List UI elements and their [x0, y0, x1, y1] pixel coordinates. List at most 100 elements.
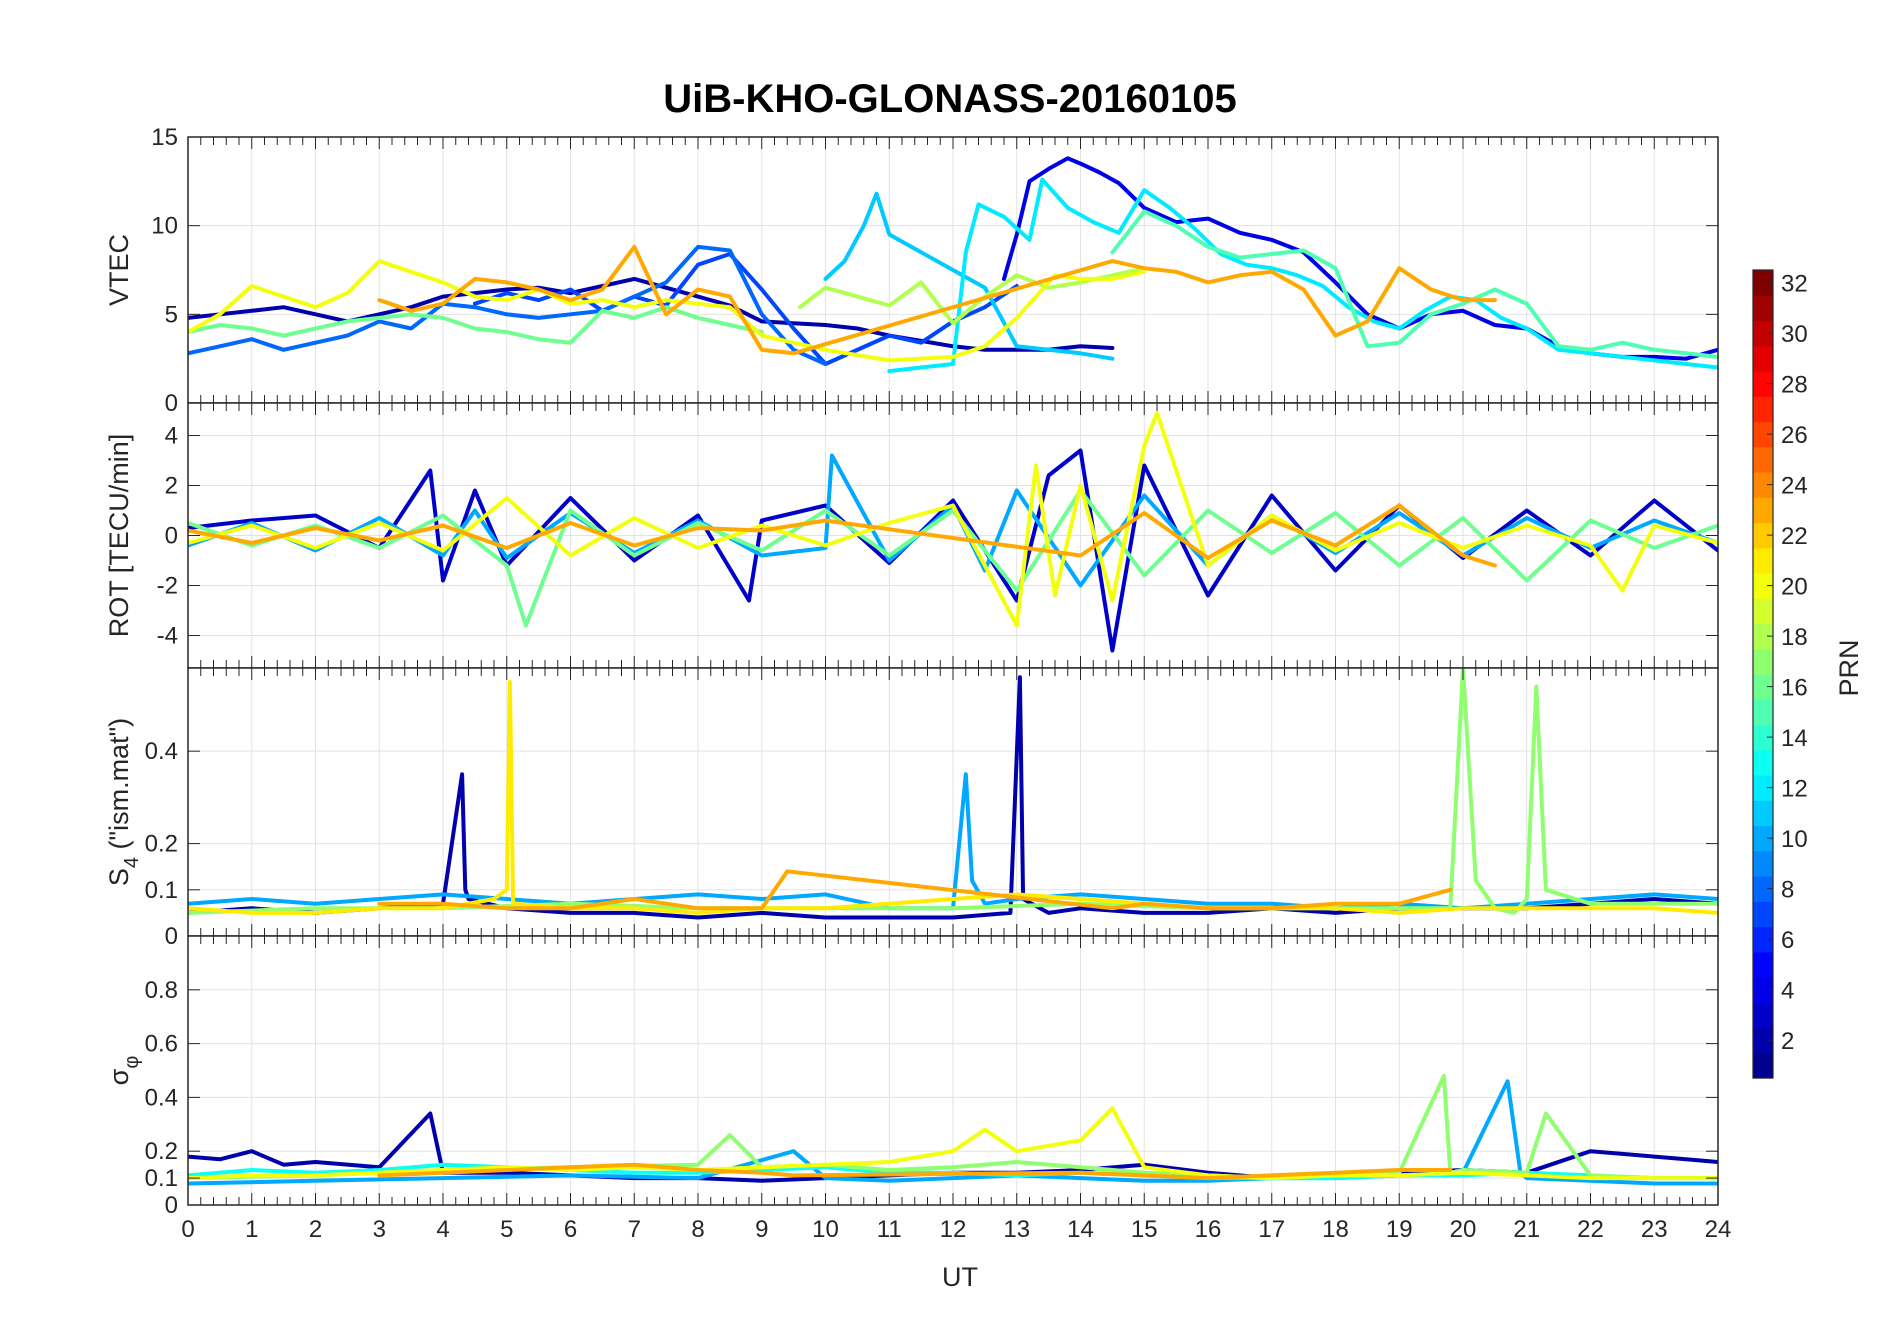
colorbar-segment [1753, 522, 1773, 549]
minor-ticks-vtec [187, 136, 1719, 404]
x-tick-label: 16 [1195, 1216, 1222, 1243]
x-tick-label: 20 [1450, 1216, 1477, 1243]
colorbar-tick-label: 2 [1781, 1028, 1794, 1055]
colorbar-frame [1752, 269, 1774, 1079]
colorbar-segment [1753, 876, 1773, 902]
colorbar-segment [1753, 598, 1773, 625]
y-axis-label-main: S [104, 868, 134, 886]
series-group-rot [188, 411, 1718, 653]
y-tick-label: -2 [157, 573, 178, 600]
x-tick-label: 10 [812, 1216, 839, 1243]
series-group-vtec [188, 156, 1718, 374]
x-tick-label: 14 [1067, 1216, 1094, 1243]
colorbar-segment [1753, 547, 1773, 574]
colorbar-segment [1753, 1002, 1773, 1029]
colorbar-segment [1753, 371, 1773, 397]
y-tick-label: -4 [157, 623, 178, 650]
colorbar-segment [1753, 472, 1773, 498]
colorbar-segment [1753, 396, 1773, 423]
colorbar-segment [1753, 270, 1773, 296]
y-axis-label-vtec: VTEC [104, 234, 134, 306]
colorbar-segment [1753, 1052, 1773, 1079]
y-tick-label: 0.4 [145, 1084, 178, 1111]
y-tick-label: 0.2 [145, 1138, 178, 1165]
x-tick-label: 8 [691, 1216, 704, 1243]
axes-box-sigma [187, 935, 1719, 1206]
colorbar-segment [1753, 901, 1773, 928]
y-axis-label-rest: ("ism.mat") [104, 718, 134, 857]
colorbar-tick-label: 20 [1781, 574, 1808, 601]
series-line-prn-17 [188, 1073, 1718, 1181]
colorbar-segment [1753, 825, 1773, 852]
colorbar-segment [1753, 699, 1773, 726]
series-line-prn-20 [188, 411, 1718, 628]
y-tick-label: 0.6 [145, 1031, 178, 1058]
x-tick-label: 6 [564, 1216, 577, 1243]
y-tick-label: 0.1 [145, 1165, 178, 1192]
y-axis-label-sigma: σφ [104, 1056, 143, 1086]
panel-rot: -4 -2 0 2 4 ROT [TECU/min] [104, 402, 1719, 669]
y-tick-label: 0.8 [145, 977, 178, 1004]
y-tick-label: 0.2 [145, 831, 178, 858]
colorbar-tick-label: 6 [1781, 927, 1794, 954]
series-line-prn-23 [377, 244, 1497, 356]
colorbar-tick-label: 10 [1781, 826, 1808, 853]
colorbar-tick-label: 32 [1781, 271, 1808, 298]
series-group-s4 [188, 668, 1718, 920]
colorbar-segment [1753, 295, 1773, 322]
y-axis-label-main: σ [104, 1068, 134, 1085]
x-tick-label: 1 [245, 1216, 258, 1243]
x-axis-label: UT [942, 1262, 978, 1292]
colorbar-segment [1753, 1027, 1773, 1054]
x-tick-label: 7 [628, 1216, 641, 1243]
colorbar-segment [1753, 446, 1773, 473]
minor-ticks-sigma [187, 936, 1719, 1206]
colorbar-segment [1753, 674, 1773, 700]
colorbar-tick-label: 4 [1781, 978, 1794, 1005]
y-tick-label: 0 [165, 523, 178, 550]
y-tick-label: 0 [165, 923, 178, 950]
x-tick-label: 2 [309, 1216, 322, 1243]
y-tick-label: 0.4 [145, 738, 178, 765]
colorbar-segment [1753, 800, 1773, 827]
colorbar-segment [1753, 623, 1773, 650]
y-axis-label-sub: 4 [121, 857, 143, 868]
series-line-prn-23 [377, 869, 1453, 911]
y-tick-label: 10 [151, 213, 178, 240]
series-line-prn-12 [887, 177, 1718, 374]
colorbar-tick-label: 28 [1781, 372, 1808, 399]
series-line-prn-11 [823, 191, 1115, 361]
x-tick-label: 0 [181, 1216, 194, 1243]
x-tick-label: 22 [1577, 1216, 1604, 1243]
y-tick-label: 15 [151, 124, 178, 151]
series-line-prn-10 [188, 772, 1718, 911]
colorbar-segment [1753, 926, 1773, 953]
minor-ticks-rot [187, 403, 1719, 668]
colorbar-segment [1753, 977, 1773, 1003]
x-tick-label: 12 [940, 1216, 967, 1243]
colorbar-tick-label: 12 [1781, 776, 1808, 803]
colorbar-segment [1753, 497, 1773, 524]
series-line-prn-18 [798, 266, 1147, 326]
colorbar-segment [1753, 421, 1773, 448]
y-axis-label-s4: S4 ("ism.mat") [104, 718, 143, 886]
panel-vtec: 0 5 10 15 VTEC [104, 124, 1719, 417]
series-line-prn-23 [377, 1162, 1453, 1181]
x-tick-label: 19 [1386, 1216, 1413, 1243]
minor-ticks-s4 [187, 668, 1719, 937]
panel-s4: 00.10.20.4S4 ("ism.mat") [104, 667, 1719, 950]
colorbar-segment [1753, 345, 1773, 372]
y-tick-label: 5 [165, 301, 178, 328]
colorbar-label: PRN [1834, 639, 1864, 696]
colorbar-segment [1753, 775, 1773, 801]
colorbar-segment [1753, 648, 1773, 675]
x-tick-label: 9 [755, 1216, 768, 1243]
series-line-prn-8 [188, 244, 828, 366]
x-tick-label: 13 [1003, 1216, 1030, 1243]
colorbar-tick-label: 18 [1781, 624, 1808, 651]
x-tick-label: 4 [436, 1216, 449, 1243]
